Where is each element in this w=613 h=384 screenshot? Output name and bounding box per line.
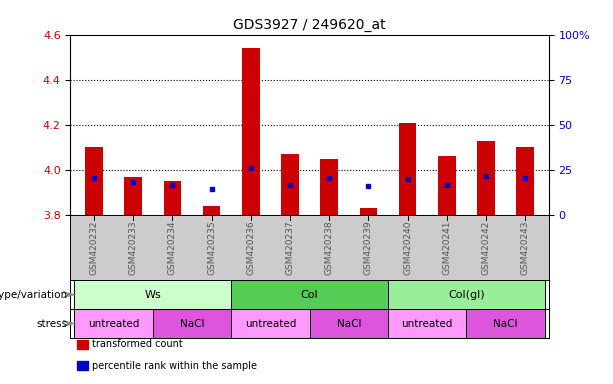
Bar <box>153 309 231 338</box>
Text: NaCl: NaCl <box>337 318 361 329</box>
Text: NaCl: NaCl <box>180 318 204 329</box>
Bar <box>281 154 299 215</box>
Bar <box>203 206 221 215</box>
Bar <box>242 48 259 215</box>
Text: GSM420243: GSM420243 <box>520 220 530 275</box>
Text: transformed count: transformed count <box>92 339 183 349</box>
Text: GSM420235: GSM420235 <box>207 220 216 275</box>
Text: stress: stress <box>36 318 67 329</box>
Bar <box>124 177 142 215</box>
Bar <box>310 309 388 338</box>
Text: Col: Col <box>301 290 318 300</box>
Text: untreated: untreated <box>245 318 296 329</box>
Bar <box>388 309 466 338</box>
Text: Col(gl): Col(gl) <box>448 290 485 300</box>
Bar <box>231 280 388 309</box>
Text: untreated: untreated <box>402 318 453 329</box>
Text: untreated: untreated <box>88 318 139 329</box>
Bar <box>85 147 103 215</box>
Text: GSM420232: GSM420232 <box>89 220 99 275</box>
Bar <box>477 141 495 215</box>
Bar <box>321 159 338 215</box>
Text: NaCl: NaCl <box>493 318 518 329</box>
Bar <box>231 309 310 338</box>
Bar <box>74 309 153 338</box>
Text: GSM420239: GSM420239 <box>364 220 373 275</box>
Text: GSM420234: GSM420234 <box>168 220 177 275</box>
Bar <box>360 208 377 215</box>
Bar <box>466 309 545 338</box>
Bar <box>74 280 231 309</box>
Text: GSM420241: GSM420241 <box>442 220 451 275</box>
Bar <box>388 280 545 309</box>
Text: percentile rank within the sample: percentile rank within the sample <box>92 361 257 371</box>
Title: GDS3927 / 249620_at: GDS3927 / 249620_at <box>234 18 386 32</box>
Text: Ws: Ws <box>145 290 161 300</box>
Text: GSM420233: GSM420233 <box>129 220 138 275</box>
Text: GSM420240: GSM420240 <box>403 220 412 275</box>
Bar <box>398 122 416 215</box>
Text: GSM420238: GSM420238 <box>325 220 333 275</box>
Text: GSM420237: GSM420237 <box>286 220 294 275</box>
Text: GSM420242: GSM420242 <box>481 220 490 275</box>
Text: genotype/variation: genotype/variation <box>0 290 67 300</box>
Text: GSM420236: GSM420236 <box>246 220 255 275</box>
Bar <box>438 156 455 215</box>
Bar <box>516 147 534 215</box>
Bar <box>164 181 181 215</box>
